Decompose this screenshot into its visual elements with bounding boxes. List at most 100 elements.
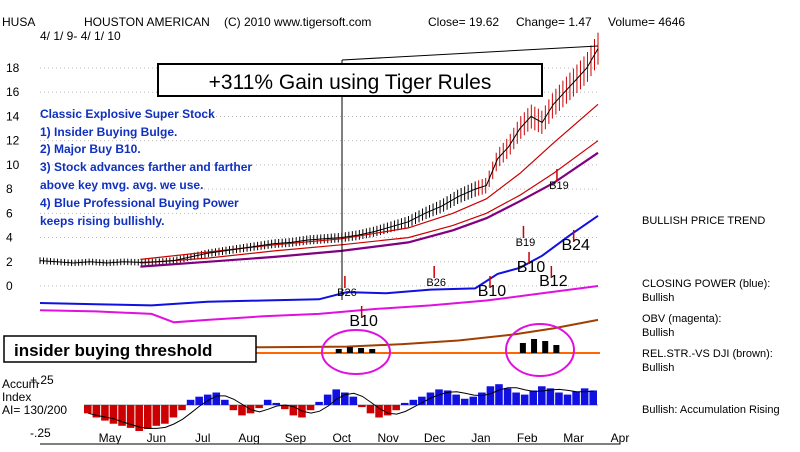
accum-bar: [221, 399, 229, 405]
signal-label: B19: [516, 237, 536, 249]
insider-bump: [531, 339, 538, 353]
accum-bars: [84, 384, 598, 431]
insider-bump: [369, 349, 376, 353]
accum-bar: [306, 405, 315, 411]
signal-label: B26: [337, 287, 357, 299]
accum-title-1: Accum: [2, 377, 39, 391]
accum-bar: [529, 390, 538, 405]
closing-power-line: [39, 214, 599, 307]
insider-bump: [542, 341, 549, 353]
accum-bar: [563, 394, 572, 405]
y-tick-label: 0: [6, 279, 13, 293]
x-tick-label: Aug: [238, 431, 259, 445]
trend-channel-line: [341, 45, 599, 61]
y-tick-label: 4: [6, 231, 13, 245]
insider-bump: [346, 347, 353, 353]
ma-slow-line: [140, 151, 599, 268]
accum-bar: [272, 402, 281, 405]
cp-value: Bullish: [642, 292, 674, 304]
accum-status: Bullish: Accumulation Rising: [642, 404, 780, 416]
accum-bar: [366, 405, 375, 414]
y-tick-label: 16: [6, 85, 20, 99]
accum-bar: [126, 405, 135, 428]
insider-ellipse-2: [505, 323, 575, 377]
accum-bar: [538, 386, 546, 405]
signal-label: B12: [539, 273, 568, 290]
note-line-7: keeps rising bullishly.: [40, 214, 164, 228]
accum-bar: [195, 396, 203, 405]
gain-banner-box: [157, 63, 543, 97]
accum-bar: [418, 396, 426, 405]
price-trend-label: BULLISH PRICE TREND: [642, 215, 765, 227]
x-tick-label: Feb: [517, 431, 538, 445]
insider-ellipse-1: [321, 329, 391, 375]
y-tick-label: 12: [6, 134, 20, 148]
accum-bar: [101, 405, 109, 421]
x-tick-label: Dec: [424, 431, 445, 445]
accum-bar: [383, 405, 392, 416]
y-tick-label: 10: [6, 158, 20, 172]
accum-bar: [409, 399, 418, 405]
accum-bar: [263, 399, 272, 405]
accum-bar: [452, 394, 460, 405]
accum-bar: [118, 405, 126, 426]
accum-bar: [203, 394, 212, 405]
x-tick-label: Jul: [195, 431, 210, 445]
insider-bumps: [335, 339, 560, 353]
note-line-3: 2) Major Buy B10.: [40, 142, 141, 156]
company-name: HOUSTON AMERICAN: [84, 15, 210, 29]
symbol: HUSA: [2, 15, 35, 29]
signal-label: B19: [549, 180, 569, 192]
note-line-6: 4) Blue Professional Buying Power: [40, 196, 239, 210]
accum-bar: [161, 405, 169, 424]
accum-bar: [341, 392, 349, 405]
y-tick-label: 18: [6, 61, 20, 75]
x-tick-label: Oct: [332, 431, 351, 445]
accum-ai: AI= 130/200: [2, 403, 67, 417]
cp-title: CLOSING POWER (blue):: [642, 278, 770, 290]
obv-value: Bullish: [642, 327, 674, 339]
insider-bump: [553, 345, 560, 353]
insider-bump: [335, 349, 342, 353]
accum-bottom-label: -.25: [30, 426, 51, 440]
accum-bar: [495, 384, 503, 405]
accum-ma-line: [88, 387, 594, 429]
copyright: (C) 2010 www.tigersoft.com: [224, 15, 371, 29]
accum-bar: [478, 392, 486, 405]
accum-bar: [109, 405, 118, 424]
accum-bar: [289, 405, 298, 416]
insider-box-label: insider buying threshold: [14, 341, 212, 360]
accum-bar: [435, 389, 443, 405]
x-tick-label: Apr: [611, 431, 630, 445]
obv-title: OBV (magenta):: [642, 313, 721, 325]
gain-banner: +311% Gain using Tiger Rules: [209, 71, 492, 94]
y-tick-labels: 0 2 4 6 8 10 12 14 16 18: [6, 61, 20, 293]
accum-bar: [332, 389, 340, 405]
volume-value: Volume= 4646: [608, 15, 685, 29]
insider-bump: [358, 348, 365, 353]
accum-bar: [460, 398, 469, 405]
signal-label: B24: [561, 237, 590, 254]
accum-bar: [349, 396, 358, 405]
accum-top-label: +.25: [30, 373, 54, 387]
accum-bar: [229, 405, 238, 411]
accum-bar: [169, 405, 178, 418]
rs-value: Bullish: [642, 362, 674, 374]
signal-label: B26: [426, 277, 446, 289]
signal-label: B10: [349, 313, 378, 330]
accum-bar: [135, 405, 143, 431]
signal-label: B10: [517, 259, 546, 276]
accum-bar: [375, 405, 383, 418]
accum-bar: [572, 391, 580, 405]
accum-bar: [212, 392, 221, 405]
accum-bar: [92, 405, 101, 418]
accum-bar: [486, 386, 495, 405]
note-line-5: above key mvg. avg. we use.: [40, 178, 203, 192]
accum-bar: [323, 394, 332, 405]
insider-bump: [519, 343, 526, 353]
accum-bar: [580, 388, 589, 405]
accum-bar: [589, 390, 597, 405]
